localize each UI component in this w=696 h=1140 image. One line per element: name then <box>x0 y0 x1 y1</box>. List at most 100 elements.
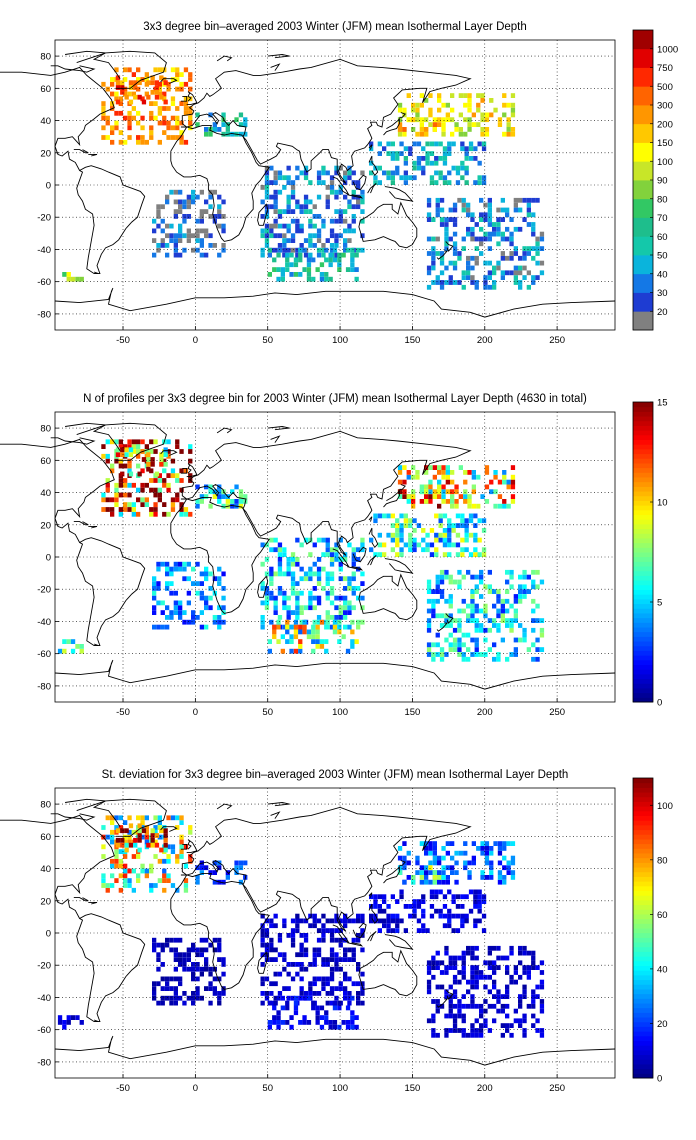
bin-cell <box>461 994 466 999</box>
colorbar-swatch <box>633 1073 653 1079</box>
colorbar-swatch <box>633 918 653 924</box>
bin-cell <box>347 991 352 996</box>
bin-cell <box>360 537 365 543</box>
bin-cell <box>277 557 283 562</box>
bin-cell <box>435 950 440 956</box>
bin-cell <box>173 247 178 253</box>
bin-cell <box>280 648 285 654</box>
coastline <box>347 942 364 947</box>
bin-cell <box>492 642 497 648</box>
bin-cell <box>441 879 446 885</box>
bin-cell <box>411 102 416 108</box>
bin-cell <box>329 185 335 190</box>
bin-cell <box>457 979 462 985</box>
bin-cell <box>531 212 536 218</box>
bin-cell <box>144 834 149 840</box>
bin-cell <box>282 918 287 924</box>
bin-cell <box>500 255 505 261</box>
bin-cell <box>451 528 456 533</box>
bin-cell <box>169 976 174 982</box>
bin-cell <box>492 222 497 227</box>
bin-cell <box>451 165 456 171</box>
bin-cell <box>152 937 157 943</box>
y-tick-label: 60 <box>40 84 51 95</box>
bin-cell <box>152 605 157 611</box>
bin-cell <box>452 994 458 999</box>
bin-cell <box>502 879 507 885</box>
bin-cell <box>454 127 459 132</box>
bin-cell <box>402 489 407 495</box>
bin-cell <box>123 834 128 840</box>
bin-cell <box>428 122 433 127</box>
bin-cell <box>382 513 387 519</box>
bin-cell <box>212 127 217 132</box>
bin-cell <box>421 928 426 933</box>
bin-cell <box>463 131 468 137</box>
bin-cell <box>115 447 121 453</box>
bin-cell <box>273 595 278 601</box>
bin-cell <box>273 971 278 977</box>
bin-cell <box>356 1000 361 1006</box>
coastline <box>445 613 454 624</box>
bin-cell <box>432 841 437 846</box>
bin-cell <box>110 858 115 864</box>
bin-cell <box>120 837 125 843</box>
bin-cell <box>179 130 184 135</box>
bin-cell <box>466 231 471 237</box>
colorbar-swatch <box>633 782 653 788</box>
bin-cell <box>539 1032 545 1038</box>
coastline <box>257 951 269 974</box>
colorbar-swatch <box>633 561 653 567</box>
bin-cell <box>299 590 304 596</box>
bin-cell <box>173 937 178 943</box>
bin-cell <box>269 537 274 543</box>
bin-cell <box>260 942 265 948</box>
y-tick-label: -40 <box>37 617 51 628</box>
bin-cell <box>286 223 291 229</box>
bin-cell <box>377 513 382 519</box>
bin-cell <box>62 1024 67 1030</box>
bin-cell <box>199 966 204 972</box>
bin-cell <box>105 507 110 512</box>
bin-cell <box>166 858 171 864</box>
bin-cell <box>212 947 217 953</box>
bin-cell <box>183 81 189 87</box>
bin-cell <box>152 595 157 601</box>
bin-cell <box>464 918 469 924</box>
bin-cell <box>496 955 501 961</box>
bin-cell <box>442 913 448 919</box>
bin-cell <box>509 584 514 590</box>
coastline <box>270 63 281 71</box>
bin-cell <box>260 937 265 943</box>
colorbar-swatch <box>633 1012 653 1018</box>
bin-cell <box>477 904 482 909</box>
bin-cell <box>526 647 531 652</box>
bin-cell <box>513 207 518 213</box>
bin-cell <box>477 180 482 185</box>
bin-cell <box>461 284 466 290</box>
bin-cell <box>212 860 217 866</box>
bin-cell <box>442 923 448 929</box>
bin-cell <box>416 918 422 924</box>
bin-cell <box>162 130 167 135</box>
bin-cell <box>208 233 213 239</box>
bin-cell <box>120 447 125 453</box>
bin-cell <box>502 855 507 861</box>
bin-cell <box>308 180 313 185</box>
bin-cell <box>426 589 432 594</box>
bin-cell <box>308 986 313 991</box>
bin-cell <box>199 228 204 234</box>
bin-cell <box>360 170 365 176</box>
bin-cell <box>457 251 462 256</box>
bin-cell <box>428 112 433 118</box>
bin-cell <box>293 257 299 263</box>
bin-cell <box>466 945 471 951</box>
coastline <box>352 174 367 191</box>
bin-cell <box>467 860 472 866</box>
bin-cell <box>444 574 449 580</box>
bin-cell <box>452 637 458 643</box>
bin-cell <box>484 855 490 861</box>
bin-cell <box>269 918 274 924</box>
bin-cell <box>473 156 478 161</box>
bin-cell <box>208 870 213 875</box>
